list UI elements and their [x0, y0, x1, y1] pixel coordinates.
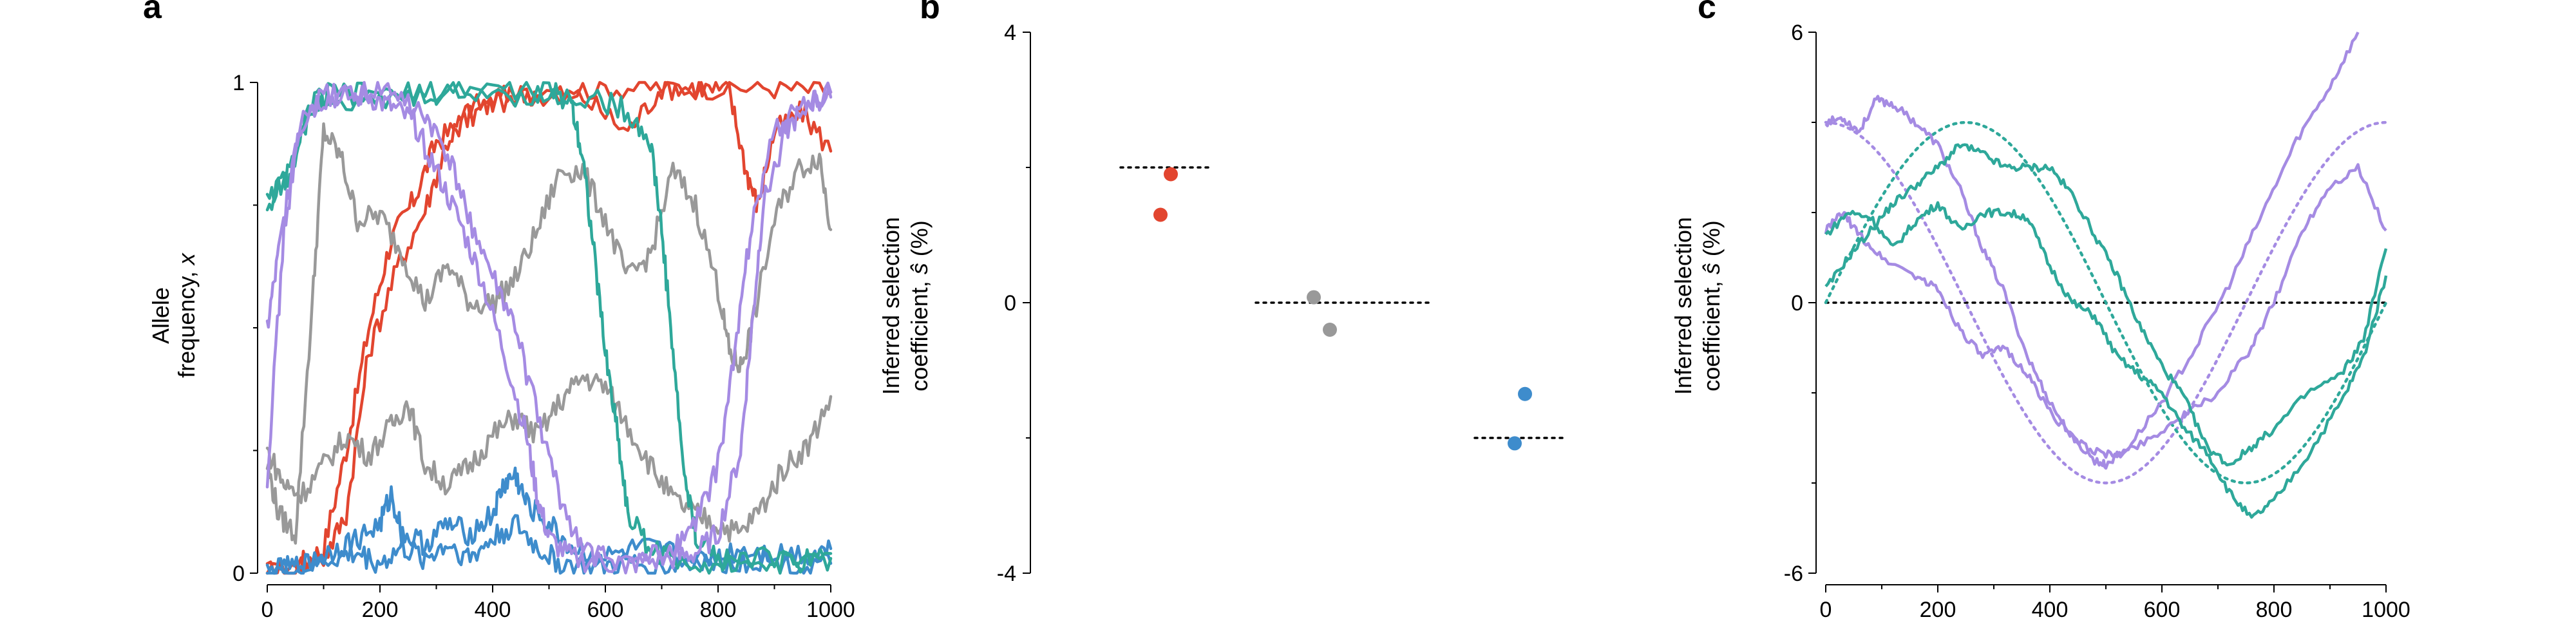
- panel-a-y-tick-label: 1: [232, 71, 245, 95]
- panel-b-point-red: [1164, 167, 1178, 182]
- panel-c-inferred-purple: [1824, 163, 2387, 459]
- panel-b-point-blue: [1518, 386, 1532, 401]
- panel-a-x-tick-label: 1000: [806, 598, 855, 622]
- panel-b-point-gray: [1323, 323, 1337, 337]
- panel-b-ylabel-line1: Inferred selection: [878, 217, 904, 395]
- panel-b-axes: -4 0 4: [997, 21, 1031, 586]
- panel-a-trace-teal: [265, 80, 833, 575]
- panel-c: c Inferred selection coefficient, ŝ (%) …: [1670, 0, 2410, 622]
- panel-b-ylabel-text: coefficient,: [906, 274, 933, 391]
- panel-c-inferred-teal: [1824, 143, 2388, 467]
- panel-c-ylabel-line2: coefficient, ŝ (%): [1698, 220, 1725, 391]
- panel-a-letter: a: [143, 0, 162, 26]
- panel-a: a Allele frequency, x 0 1 0 200 400 600 800 100…: [143, 0, 855, 622]
- panel-a-axes: 0 1 0 200 400 600 800 1000: [232, 71, 855, 622]
- panel-c-y-tick-label: 6: [1791, 21, 1803, 45]
- panel-b-y-tick-label: 4: [1004, 21, 1016, 45]
- panel-a-ylabel-text: frequency,: [173, 265, 200, 377]
- panel-b-point-gray: [1307, 290, 1321, 305]
- panel-a-series: [265, 80, 833, 575]
- panel-b-ylabel-var: ŝ: [906, 263, 933, 274]
- panel-b-y-tick-label: -4: [997, 562, 1016, 586]
- panel-a-ylabel-var: x: [173, 252, 200, 266]
- panel-b-y-tick-label: 0: [1004, 291, 1016, 316]
- panel-c-series: [1824, 32, 2388, 519]
- panel-c-x-tick-label: 0: [1820, 598, 1832, 622]
- panel-c-x-tick-label: 200: [1920, 598, 1956, 622]
- panel-b-ylabel-line2: coefficient, ŝ (%): [906, 220, 933, 391]
- panel-c-ylabel-tail: (%): [1698, 220, 1725, 263]
- panel-a-trace-red: [265, 80, 833, 575]
- panel-a-x-tick-label: 400: [475, 598, 511, 622]
- panel-c-x-tick-label: 1000: [2362, 598, 2410, 622]
- panel-c-y-tick-label: 0: [1791, 291, 1803, 316]
- panel-b: b Inferred selection coefficient, ŝ (%) …: [878, 0, 1566, 586]
- panel-c-inferred-purple: [1824, 32, 2360, 470]
- panel-a-trace-purple: [265, 84, 833, 574]
- panel-a-trace-gray: [265, 373, 833, 543]
- panel-c-true-curve-purple: [1824, 120, 2388, 485]
- panel-c-axes: -6 0 6 0 200 400 600 800 1000: [1784, 21, 2410, 622]
- panel-c-true-curve-teal: [1824, 120, 2388, 485]
- panel-b-ylabel-tail: (%): [906, 220, 933, 263]
- panel-a-ylabel-line2: frequency, x: [173, 252, 200, 377]
- panel-c-x-tick-label: 600: [2144, 598, 2181, 622]
- panel-b-point-red: [1153, 207, 1168, 222]
- panel-a-trace-red: [265, 80, 833, 575]
- panel-a-trace-gray: [265, 122, 833, 545]
- panel-c-letter: c: [1698, 0, 1716, 26]
- panel-c-y-tick-label: -6: [1784, 562, 1803, 586]
- panel-a-x-tick-label: 0: [261, 598, 274, 622]
- panel-c-ylabel-line1: Inferred selection: [1670, 217, 1696, 395]
- panel-a-y-tick-label: 0: [232, 562, 245, 586]
- panel-a-x-tick-label: 200: [362, 598, 399, 622]
- panel-a-x-tick-label: 800: [700, 598, 737, 622]
- panel-a-trace-teal: [265, 80, 833, 575]
- panel-b-point-blue: [1508, 436, 1522, 451]
- panel-c-x-tick-label: 800: [2256, 598, 2293, 622]
- panel-a-x-tick-label: 600: [587, 598, 624, 622]
- panel-c-ylabel-var: ŝ: [1698, 263, 1725, 274]
- panel-b-points: [1119, 166, 1566, 451]
- panel-c-inferred-teal: [1824, 201, 2388, 519]
- panel-a-trace-purple: [265, 80, 833, 574]
- panel-b-letter: b: [920, 0, 940, 26]
- panel-c-ylabel-text: coefficient,: [1698, 274, 1725, 391]
- panel-c-x-tick-label: 400: [2032, 598, 2069, 622]
- panel-a-ylabel-line1: Allele: [147, 287, 174, 344]
